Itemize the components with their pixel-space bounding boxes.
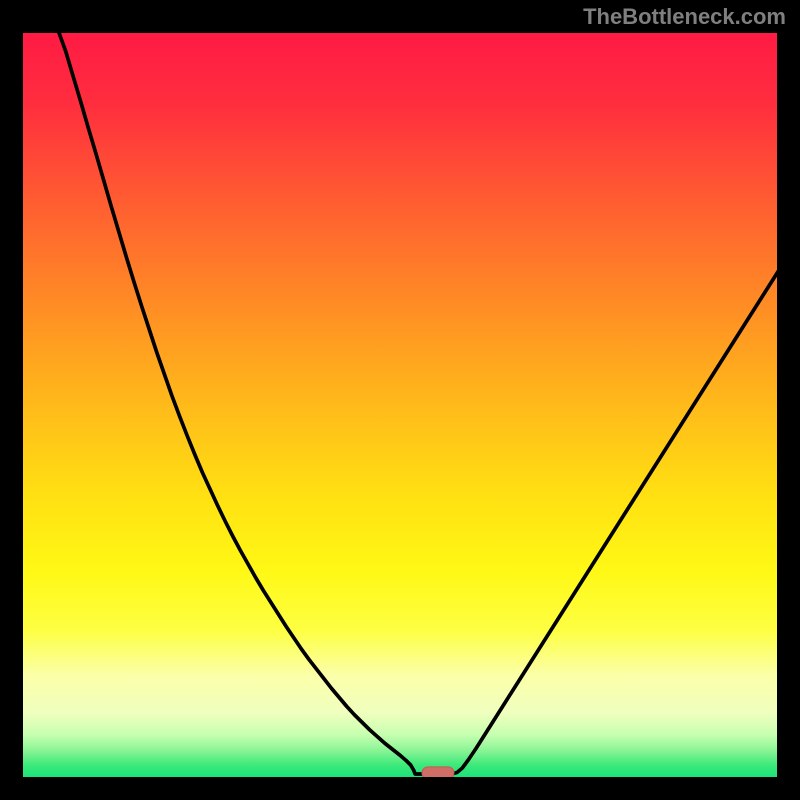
optimum-marker bbox=[422, 767, 454, 779]
chart-background bbox=[20, 30, 780, 780]
watermark-text: TheBottleneck.com bbox=[583, 4, 786, 30]
bottleneck-curve bbox=[58, 30, 780, 774]
chart-svg bbox=[20, 30, 780, 780]
